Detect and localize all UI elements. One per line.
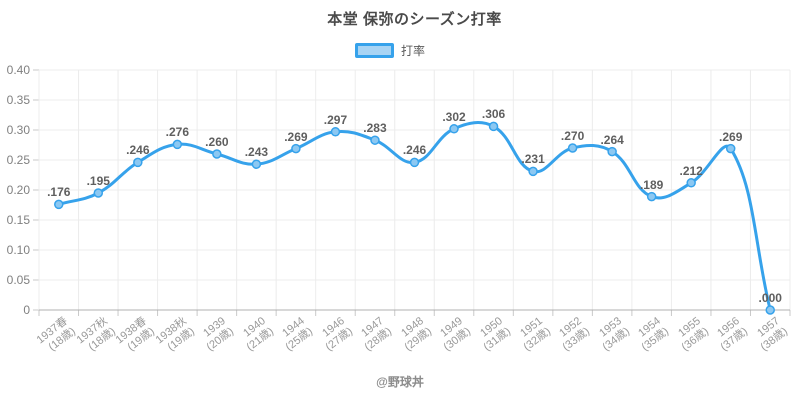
data-label: .276 (165, 125, 190, 140)
y-tick-label: 0.40 (6, 63, 30, 77)
data-label: .260 (205, 135, 229, 149)
y-tick-label: 0.15 (6, 213, 30, 227)
data-point[interactable] (567, 143, 578, 153)
y-tick-label: 0.05 (6, 273, 30, 287)
footer-credit: @野球丼 (376, 375, 424, 389)
data-label: .231 (521, 152, 545, 167)
data-point[interactable] (765, 305, 775, 315)
data-point[interactable] (370, 135, 380, 145)
y-tick-label: 0.10 (6, 243, 30, 257)
data-label: .000 (758, 291, 782, 305)
data-point[interactable] (646, 191, 657, 202)
y-tick-label: 0.20 (6, 183, 30, 197)
data-label: .297 (323, 112, 348, 127)
data-point[interactable] (251, 159, 262, 169)
legend-label: 打率 (400, 44, 425, 58)
data-point[interactable] (528, 166, 538, 177)
legend[interactable]: 打率 (0, 42, 780, 59)
data-label: .264 (600, 132, 624, 147)
data-point[interactable] (54, 199, 64, 210)
data-point[interactable] (488, 121, 499, 132)
data-label: .302 (442, 109, 466, 124)
data-label: .269 (719, 129, 743, 144)
data-label: .176 (47, 185, 71, 200)
data-point[interactable] (449, 124, 459, 134)
data-point[interactable] (133, 157, 143, 168)
y-tick-label: 0.25 (6, 153, 30, 167)
data-label: .246 (126, 143, 150, 158)
data-point[interactable] (607, 146, 617, 157)
y-tick-label: 0.30 (6, 123, 30, 137)
data-label: .269 (284, 129, 308, 144)
data-label: .306 (481, 107, 506, 122)
legend-swatch-icon (354, 43, 394, 58)
data-point[interactable] (330, 127, 341, 137)
data-point[interactable] (172, 139, 183, 150)
data-label: .195 (86, 174, 110, 188)
data-label: .270 (560, 129, 585, 143)
data-label: .243 (244, 145, 269, 160)
data-point[interactable] (686, 178, 696, 188)
data-label: .189 (639, 177, 664, 192)
chart-title: 本堂 保弥のシーズン打率 (327, 11, 502, 28)
data-label: .246 (402, 143, 427, 158)
y-tick-label: 0.35 (6, 93, 30, 107)
data-point[interactable] (291, 143, 301, 154)
data-point[interactable] (212, 149, 222, 159)
data-point[interactable] (409, 157, 420, 168)
data-point[interactable] (93, 188, 104, 198)
data-label: .212 (679, 163, 703, 178)
data-point[interactable] (725, 143, 736, 154)
y-tick-label: 0 (23, 303, 30, 317)
data-label: .283 (363, 121, 387, 136)
